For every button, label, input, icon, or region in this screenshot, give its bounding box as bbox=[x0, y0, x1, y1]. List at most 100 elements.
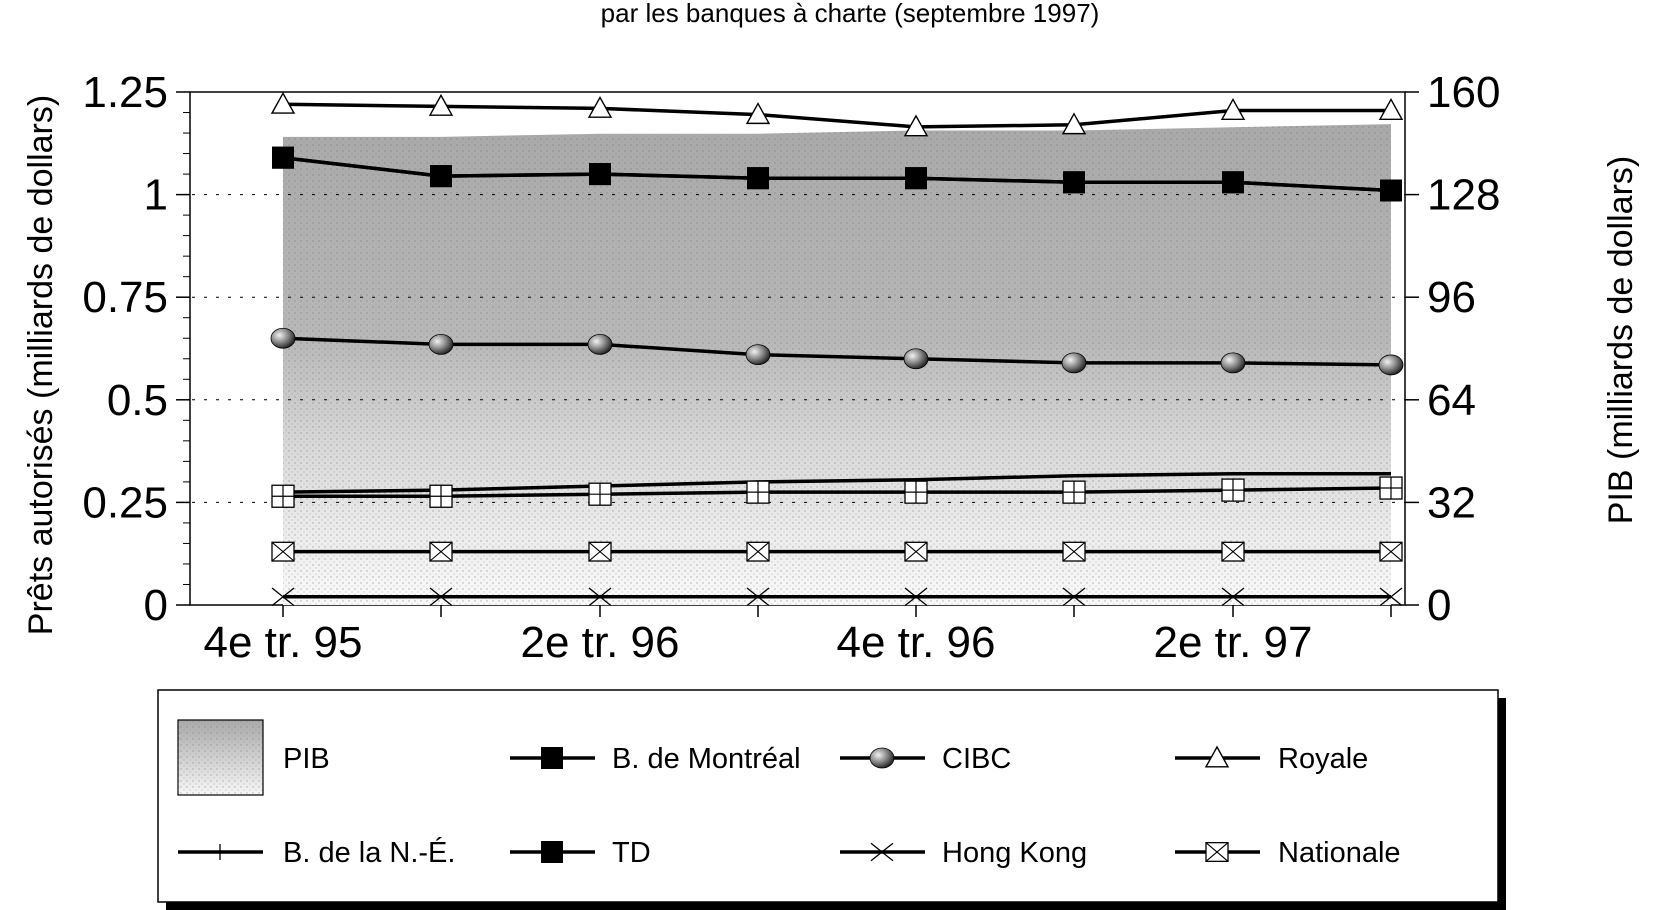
series-0-point bbox=[587, 95, 613, 118]
legend-item: B. de la N.-É. bbox=[178, 836, 455, 869]
y2-tick-label: 32 bbox=[1427, 478, 1476, 527]
series-7-point bbox=[271, 541, 295, 562]
series-5-point bbox=[1221, 478, 1245, 502]
series-6-point bbox=[1221, 587, 1245, 607]
series-3-point bbox=[1220, 352, 1246, 374]
series-7-point bbox=[1221, 541, 1245, 562]
series-2-point bbox=[430, 165, 452, 188]
x-tick-label: 4e tr. 96 bbox=[836, 618, 995, 667]
y2-tick-label: 64 bbox=[1427, 376, 1476, 425]
series-0-point bbox=[1061, 112, 1087, 135]
series-2-point bbox=[1222, 171, 1244, 194]
series-0-point bbox=[745, 102, 771, 125]
series-3-point bbox=[1061, 352, 1087, 374]
legend-marker bbox=[870, 842, 894, 862]
pib-area-layer bbox=[283, 124, 1391, 605]
series-7 bbox=[271, 541, 1403, 562]
series-0-point bbox=[1378, 98, 1404, 120]
series-6-point bbox=[429, 587, 453, 607]
legend-marker bbox=[1204, 745, 1230, 768]
gridlines bbox=[180, 194, 1415, 503]
x-tick-label: 2e tr. 97 bbox=[1153, 618, 1312, 667]
series-5-point bbox=[588, 482, 612, 506]
series-2-point bbox=[1063, 171, 1085, 194]
series-6 bbox=[271, 587, 1403, 607]
legend-item: B. de Montréal bbox=[510, 743, 801, 775]
y2-tick-label: 0 bbox=[1427, 581, 1451, 630]
series-2-point bbox=[1380, 179, 1402, 202]
series-2-line bbox=[282, 155, 1392, 193]
y2-tick-label: 160 bbox=[1427, 68, 1500, 117]
series-5-point bbox=[904, 480, 928, 504]
y-tick-label: 0.75 bbox=[82, 273, 168, 322]
series-3-point bbox=[903, 348, 929, 370]
y-tick-label: 0 bbox=[144, 581, 168, 630]
series-5-point bbox=[1062, 480, 1086, 504]
series-2 bbox=[272, 146, 1402, 202]
series-5-point bbox=[429, 484, 453, 508]
series-3-point bbox=[587, 333, 613, 355]
legend-item: CIBC bbox=[840, 743, 1011, 775]
y-tick-label: 0.25 bbox=[82, 478, 168, 527]
y2-axis-title: PIB (milliards de dollars) bbox=[1602, 156, 1640, 524]
series-0-point bbox=[270, 91, 296, 114]
series-0-point bbox=[1220, 98, 1246, 120]
series-0-point bbox=[903, 114, 929, 137]
series-7-point bbox=[904, 541, 928, 562]
series-layer bbox=[270, 91, 1404, 607]
legend-marker bbox=[541, 841, 563, 863]
series-5-point bbox=[271, 484, 295, 508]
y2-tick-label: 128 bbox=[1427, 171, 1500, 220]
legend-item: Hong Kong bbox=[840, 837, 1087, 869]
series-5-line bbox=[283, 486, 1392, 498]
y-tick-label: 0.5 bbox=[107, 376, 168, 425]
legend-label: Nationale bbox=[1278, 837, 1401, 869]
legend-marker bbox=[541, 747, 563, 769]
series-2-point bbox=[747, 167, 769, 190]
pib-area-texture bbox=[283, 124, 1391, 605]
series-3-line bbox=[282, 336, 1392, 367]
series-6-point bbox=[746, 587, 770, 607]
legend-label: B. de la N.-É. bbox=[283, 836, 455, 869]
series-6-point bbox=[271, 587, 295, 607]
series-3-point bbox=[1378, 354, 1404, 376]
axes: 0 0 0.25 32 0.5 64 0.75 96 1 128 1.25 160 4e tr. 95 2… bbox=[82, 68, 1500, 667]
series-7-point bbox=[1379, 541, 1403, 562]
series-4-line bbox=[282, 471, 1391, 494]
chart-title: par les banques à charte (septembre 1997… bbox=[601, 0, 1100, 28]
y-tick-label: 1.25 bbox=[82, 68, 168, 117]
series-7-point bbox=[429, 541, 453, 562]
legend: PIB B. de Montréal CIBC Royale B. de la N.-É… bbox=[177, 719, 1401, 869]
series-5-point bbox=[746, 480, 770, 504]
y2-tick-label: 96 bbox=[1427, 273, 1476, 322]
legend-label: Hong Kong bbox=[942, 837, 1087, 869]
legend-label: PIB bbox=[283, 743, 330, 775]
x-tick-label: 2e tr. 96 bbox=[520, 618, 679, 667]
legend-item: TD bbox=[510, 837, 651, 869]
legend-swatch-texture bbox=[178, 720, 263, 795]
x-tick-label: 4e tr. 95 bbox=[203, 618, 362, 667]
series-0 bbox=[270, 91, 1404, 137]
series-6-point bbox=[1379, 587, 1403, 607]
series-2-point bbox=[272, 146, 294, 169]
legend-item: PIB bbox=[177, 719, 330, 796]
legend-marker bbox=[1205, 842, 1229, 863]
series-0-point bbox=[428, 93, 454, 116]
legend-label: Royale bbox=[1278, 743, 1368, 775]
series-3-point bbox=[270, 327, 296, 349]
series-3 bbox=[270, 327, 1404, 376]
y-tick-label: 1 bbox=[144, 171, 168, 220]
series-4 bbox=[282, 471, 1391, 494]
legend-box bbox=[157, 689, 1499, 903]
legend-label: CIBC bbox=[942, 743, 1011, 775]
legend-item: Nationale bbox=[1175, 837, 1401, 869]
y-axis-title: Prêts autorisés (milliards de dollars) bbox=[22, 95, 60, 635]
series-5-point bbox=[1379, 476, 1403, 500]
series-7-point bbox=[746, 541, 770, 562]
series-3-point bbox=[428, 333, 454, 355]
series-0-line bbox=[282, 102, 1391, 129]
series-7-point bbox=[588, 541, 612, 562]
series-7-point bbox=[1062, 541, 1086, 562]
series-3-point bbox=[745, 344, 771, 366]
